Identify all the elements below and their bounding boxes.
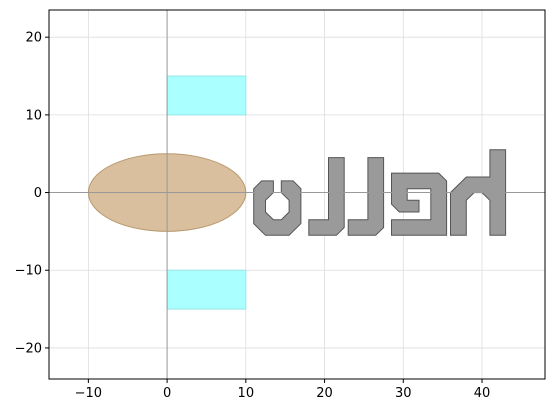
y-tick-label: 20 xyxy=(25,31,42,46)
cyan-rectangle xyxy=(166,75,247,116)
x-tick-label: 10 xyxy=(238,386,255,401)
y-tick-label: −20 xyxy=(15,341,42,356)
y-tick-label: 0 xyxy=(34,186,42,201)
glyph-polygon xyxy=(253,180,302,236)
ticks: −10 0 10 20 30 40 −20 −10 0 10 20 xyxy=(15,31,491,401)
cyan-rectangle xyxy=(166,269,247,310)
glyph-polygon xyxy=(391,172,448,236)
x-tick-label: 40 xyxy=(474,386,491,401)
zero-lines xyxy=(49,10,545,379)
x-tick-label: 20 xyxy=(316,386,333,401)
y-tick-label: −10 xyxy=(15,264,42,279)
plot-frame xyxy=(48,9,546,380)
glyph-polygon xyxy=(347,157,385,236)
glyph-polygon xyxy=(308,157,345,236)
y-tick-label: 10 xyxy=(25,108,42,123)
x-tick-label: −10 xyxy=(75,386,102,401)
x-tick-label: 30 xyxy=(395,386,412,401)
x-tick-label: 0 xyxy=(163,386,171,401)
